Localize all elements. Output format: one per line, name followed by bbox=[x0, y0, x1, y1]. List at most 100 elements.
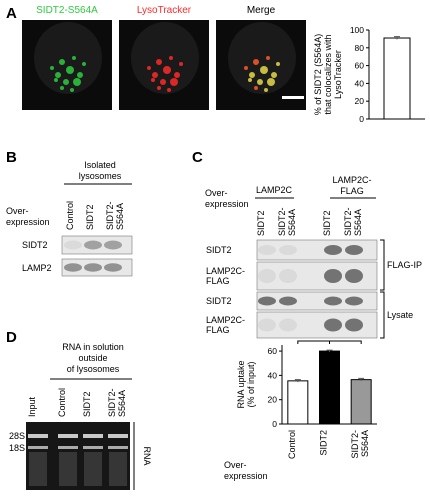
y-tick-label: 40 bbox=[268, 370, 278, 380]
vesicle bbox=[60, 86, 64, 90]
channel-label: SIDT2-S564A bbox=[36, 5, 98, 16]
lane-label: S564A bbox=[353, 209, 363, 236]
lane-label: SIDT2- bbox=[277, 207, 287, 236]
y-axis-label: (% of input) bbox=[246, 361, 256, 407]
band bbox=[258, 245, 276, 255]
lane-label: SIDT2- bbox=[105, 201, 115, 230]
section-label: Lysate bbox=[387, 310, 413, 320]
row-label: FLAG bbox=[206, 325, 230, 335]
lane-label: Input bbox=[27, 396, 37, 417]
y-tick-label: 0 bbox=[272, 419, 277, 429]
vesicle bbox=[72, 56, 76, 60]
row-label: SIDT2 bbox=[206, 296, 232, 306]
group-header: FLAG bbox=[340, 186, 364, 196]
band bbox=[345, 269, 363, 283]
row-header: Over- bbox=[6, 206, 29, 216]
cell-outline bbox=[228, 22, 296, 94]
error-bar bbox=[294, 379, 301, 383]
band bbox=[324, 296, 342, 306]
rna-band bbox=[108, 434, 128, 438]
group-header: LAMP2C- bbox=[332, 175, 371, 185]
section-bracket bbox=[380, 291, 385, 339]
rna-band bbox=[58, 446, 78, 449]
vesicle bbox=[271, 72, 277, 78]
x-tick-label: SIDT2- bbox=[350, 430, 360, 459]
y-tick-label: 80 bbox=[355, 43, 365, 53]
lane-label: S564A bbox=[117, 390, 127, 417]
channel-label: Merge bbox=[247, 5, 276, 16]
y-tick-label: 0 bbox=[359, 114, 364, 124]
significance-bracket bbox=[329, 340, 362, 344]
lane-label: Control bbox=[57, 388, 67, 417]
marker-label: 18S bbox=[9, 443, 25, 453]
lane-label: SIDT2- bbox=[343, 207, 353, 236]
vesicle bbox=[147, 66, 151, 70]
y-tick-label: 40 bbox=[355, 78, 365, 88]
band bbox=[104, 263, 122, 272]
row-header: expression bbox=[205, 199, 249, 209]
group-header: of lysosomes bbox=[67, 364, 120, 374]
lane-label: SIDT2 bbox=[85, 204, 95, 230]
lane-label: SIDT2 bbox=[256, 210, 266, 236]
vesicle bbox=[50, 66, 54, 70]
vesicle bbox=[257, 79, 263, 85]
y-tick-label: 100 bbox=[350, 25, 364, 35]
x-axis-label: expression bbox=[224, 471, 268, 481]
vesicle bbox=[253, 59, 259, 65]
band bbox=[324, 245, 342, 255]
vesicle bbox=[174, 72, 180, 78]
vesicle bbox=[276, 62, 280, 66]
error-bar bbox=[326, 349, 333, 353]
error-bar bbox=[394, 36, 400, 40]
group-header: Isolated bbox=[84, 160, 116, 170]
x-tick-label: S564A bbox=[360, 430, 370, 457]
vesicle bbox=[157, 86, 161, 90]
scale-bar bbox=[282, 96, 304, 99]
y-axis-label: % of SIDT2 (S564A) bbox=[313, 34, 323, 116]
group-header: RNA in solution bbox=[62, 342, 124, 352]
lane-label: SIDT2 bbox=[322, 210, 332, 236]
band bbox=[104, 240, 122, 250]
lane-label: SIDT2 bbox=[82, 391, 92, 417]
y-axis-label: that colocalizes with bbox=[323, 34, 333, 114]
band bbox=[258, 318, 276, 332]
row-header: Over- bbox=[205, 188, 228, 198]
vesicle bbox=[254, 86, 258, 90]
panel-label: B bbox=[6, 149, 17, 166]
bar bbox=[383, 37, 411, 120]
error-bar bbox=[358, 377, 365, 381]
rna-band bbox=[28, 434, 48, 438]
rna-band bbox=[108, 446, 128, 449]
row-label: FLAG bbox=[206, 276, 230, 286]
vesicle bbox=[249, 72, 255, 78]
panel-label: C bbox=[192, 149, 203, 166]
y-tick-label: 60 bbox=[355, 61, 365, 71]
band bbox=[345, 245, 363, 255]
row-label: LAMP2C- bbox=[206, 315, 245, 325]
group-header: outside bbox=[78, 353, 107, 363]
bar bbox=[319, 350, 340, 425]
panel-label: A bbox=[6, 5, 17, 22]
marker-label: 28S bbox=[9, 431, 25, 441]
vesicle bbox=[264, 88, 268, 92]
x-tick-label: SIDT2 bbox=[319, 430, 329, 456]
group-header: LAMP2C bbox=[256, 185, 293, 195]
blot bbox=[256, 239, 378, 261]
band bbox=[345, 318, 363, 332]
row-label: LAMP2C- bbox=[206, 266, 245, 276]
bar bbox=[287, 380, 309, 425]
vesicle bbox=[82, 62, 86, 66]
row-label: LAMP2 bbox=[22, 263, 52, 273]
rna-band bbox=[58, 434, 78, 438]
section-label: FLAG-IP bbox=[387, 260, 422, 270]
rna-band bbox=[83, 446, 103, 449]
vesicle bbox=[156, 59, 162, 65]
vesicle bbox=[267, 78, 275, 86]
vesicle bbox=[55, 72, 61, 78]
row-label: SIDT2 bbox=[22, 240, 48, 250]
rna-band bbox=[28, 446, 48, 449]
band bbox=[84, 263, 102, 272]
y-tick-label: 60 bbox=[268, 346, 278, 356]
row-label: SIDT2 bbox=[206, 245, 232, 255]
